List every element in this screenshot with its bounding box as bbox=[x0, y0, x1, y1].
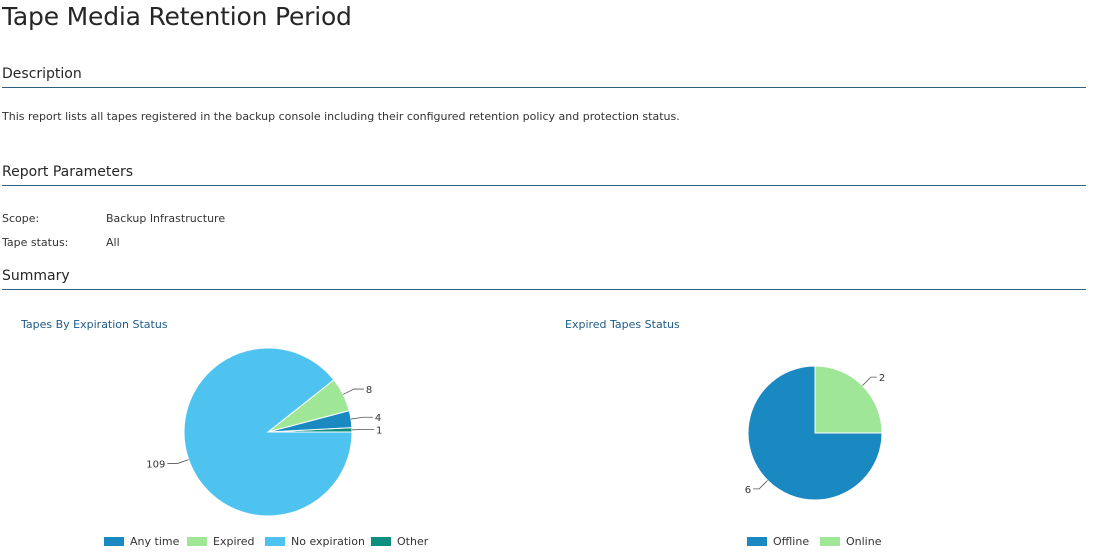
leader-line-expired bbox=[342, 388, 364, 395]
chart-title-expiration-status[interactable]: Tapes By Expiration Status bbox=[21, 318, 168, 331]
legend-item-other[interactable]: Other bbox=[371, 535, 428, 549]
pie-slice-no-expiration[interactable] bbox=[183, 347, 353, 517]
data-label-online: 2 bbox=[879, 373, 885, 384]
legend-label-online: Online bbox=[846, 535, 882, 548]
legend-swatch-no-expiration bbox=[265, 537, 285, 546]
leader-line-online bbox=[862, 376, 877, 386]
leader-line-any-time bbox=[350, 416, 373, 420]
expiration-status-pie-chart: 1 4 8 109 bbox=[146, 347, 382, 517]
report-parameters-heading: Report Parameters bbox=[2, 164, 1086, 186]
page-title: Tape Media Retention Period bbox=[2, 2, 352, 31]
param-value-scope: Backup Infrastructure bbox=[106, 212, 226, 225]
legend-item-offline[interactable]: Offline bbox=[747, 535, 809, 549]
leader-line-offline bbox=[753, 480, 768, 490]
description-heading: Description bbox=[2, 66, 1086, 88]
param-label-tape-status: Tape status: bbox=[2, 236, 69, 249]
data-label-expired: 8 bbox=[366, 385, 372, 396]
pie-slice-online[interactable] bbox=[814, 365, 883, 434]
leader-line-no-expiration bbox=[167, 459, 189, 464]
legend-label-expired: Expired bbox=[213, 535, 255, 548]
legend-swatch-expired bbox=[187, 537, 207, 546]
data-label-no-expiration: 109 bbox=[146, 460, 165, 471]
data-label-other: 1 bbox=[376, 426, 382, 437]
param-label-scope: Scope: bbox=[2, 212, 40, 225]
legend-label-offline: Offline bbox=[773, 535, 810, 548]
data-label-any-time: 4 bbox=[375, 413, 381, 424]
legend-item-expired[interactable]: Expired bbox=[187, 535, 255, 549]
legend-item-no-expiration[interactable]: No expiration bbox=[265, 535, 365, 549]
description-text: This report lists all tapes registered i… bbox=[2, 110, 680, 123]
expired-tapes-status-legend: Offline Online bbox=[747, 535, 947, 549]
legend-swatch-online bbox=[820, 537, 840, 546]
legend-swatch-offline bbox=[747, 537, 767, 546]
data-label-offline: 6 bbox=[745, 485, 751, 496]
param-value-tape-status: All bbox=[106, 236, 120, 249]
legend-label-other: Other bbox=[397, 535, 429, 548]
pie-slice-offline[interactable] bbox=[747, 365, 883, 501]
expiration-status-legend: Any time Expired No expiration Other bbox=[104, 535, 464, 549]
legend-item-online[interactable]: Online bbox=[820, 535, 881, 549]
summary-heading: Summary bbox=[2, 268, 1086, 290]
legend-item-any-time[interactable]: Any time bbox=[104, 535, 179, 549]
legend-label-any-time: Any time bbox=[130, 535, 180, 548]
expired-tapes-status-pie-chart: 26 bbox=[745, 365, 885, 501]
legend-swatch-any-time bbox=[104, 537, 124, 546]
legend-swatch-other bbox=[371, 537, 391, 546]
legend-label-no-expiration: No expiration bbox=[291, 535, 365, 548]
chart-title-expired-tapes-status[interactable]: Expired Tapes Status bbox=[565, 318, 680, 331]
